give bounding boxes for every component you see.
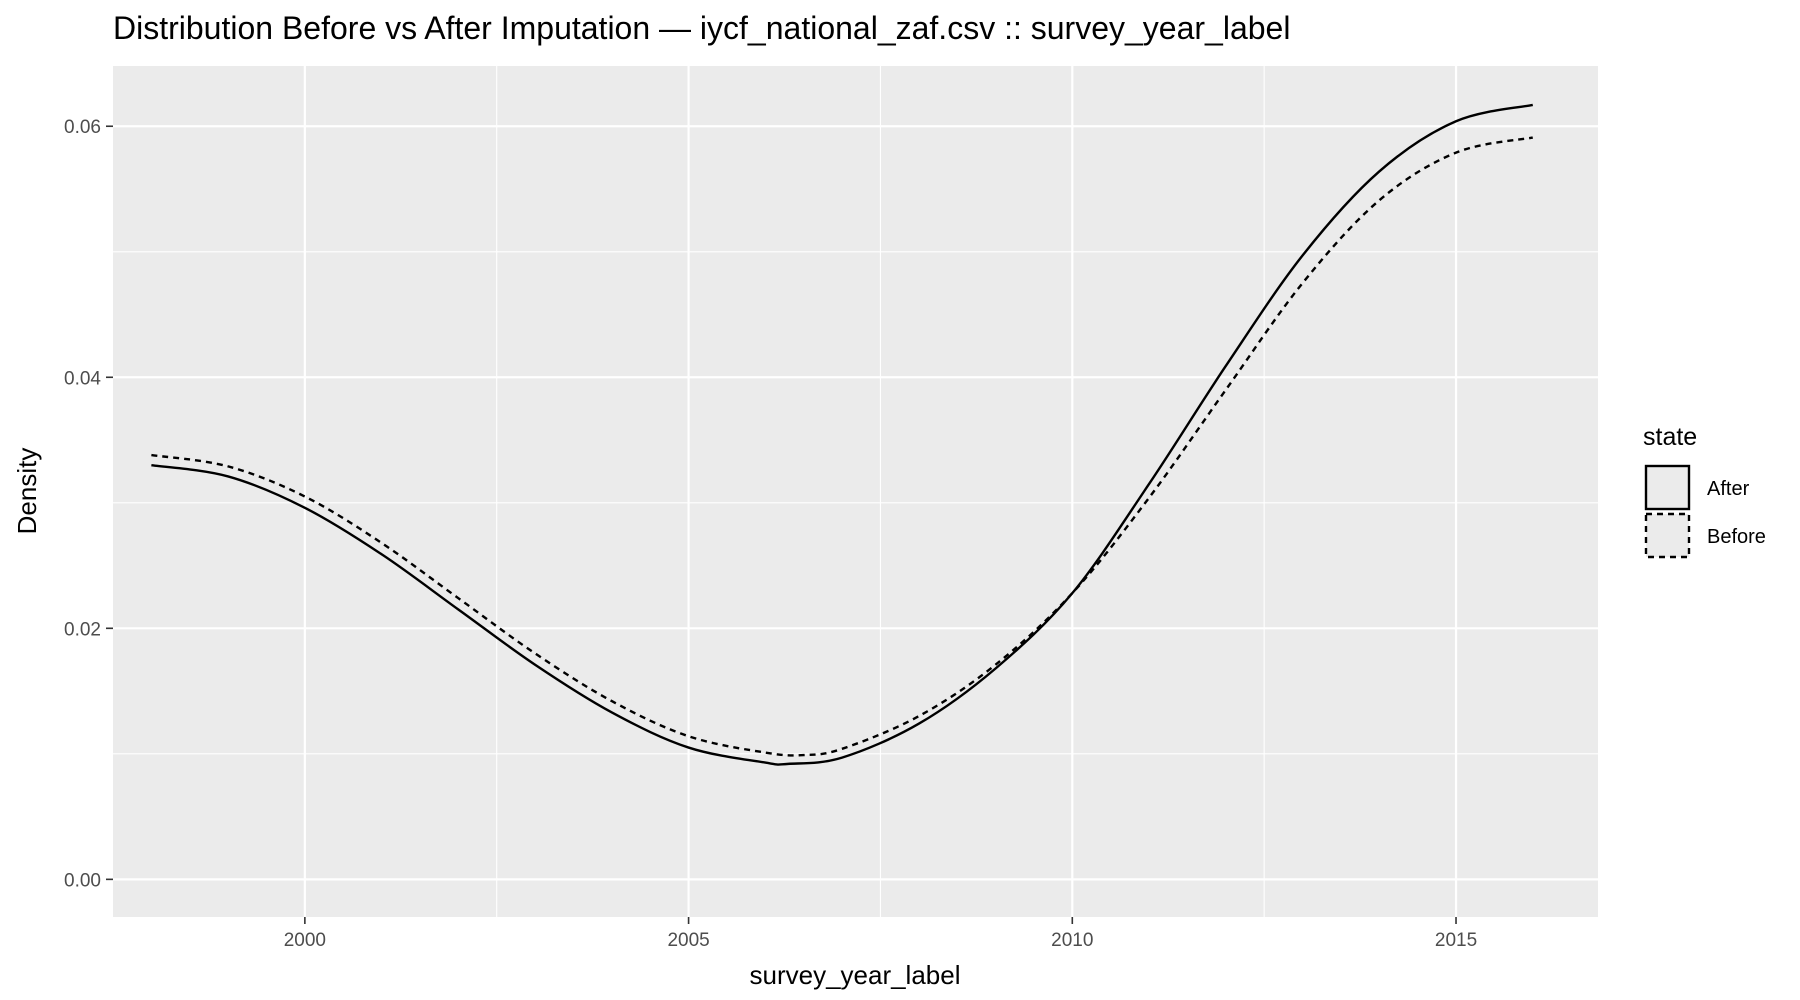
plot-panel [113,66,1598,917]
series-line-before [151,136,1534,757]
x-axis-title: survey_year_label [749,960,960,990]
y-tick-label: 0.06 [64,117,101,138]
legend-title: state [1643,423,1697,451]
legend: state After Before [1643,423,1766,559]
legend-key-after [1644,464,1691,511]
series-lines [151,103,1534,766]
gridlines [113,66,1598,917]
y-tick-label: 0.02 [64,619,101,640]
series-line-after [151,103,1534,766]
x-tick-label: 2005 [667,930,709,951]
x-tick-label: 2015 [1435,930,1477,951]
y-tick-label: 0.04 [64,368,101,389]
legend-items: After Before [1644,464,1766,559]
y-tick-label: 0.00 [64,870,101,891]
x-tick-label: 2000 [284,930,326,951]
chart-title: Distribution Before vs After Imputation … [113,10,1290,46]
legend-label-after: After [1707,478,1750,500]
y-axis-title: Density [12,448,42,535]
x-tick-label: 2010 [1051,930,1093,951]
axis-ticks: 2000 2005 2010 2015 0.00 0.02 0.04 0.06 [64,117,1477,951]
legend-key-before [1644,512,1691,559]
legend-label-before: Before [1707,526,1766,548]
